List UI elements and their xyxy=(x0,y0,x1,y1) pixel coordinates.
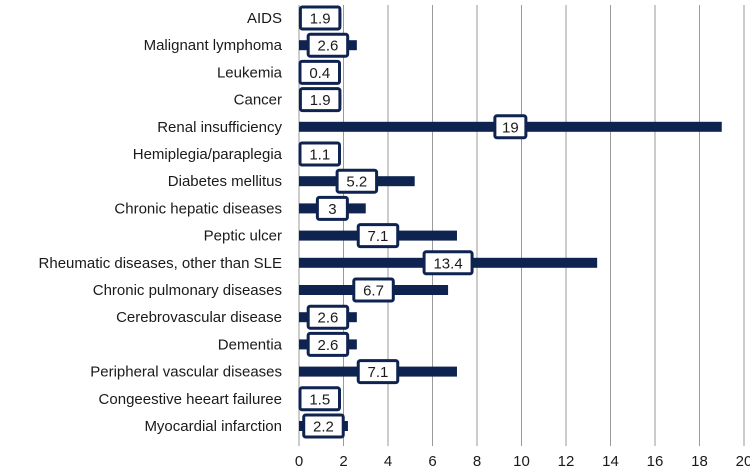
data-label: 3 xyxy=(328,201,336,218)
category-label: Dementia xyxy=(218,336,283,353)
category-label: Hemiplegia/paraplegia xyxy=(133,146,283,163)
x-tick-label: 0 xyxy=(295,453,303,469)
x-tick-label: 2 xyxy=(339,453,347,469)
data-label-box xyxy=(298,5,342,31)
data-label: 19 xyxy=(502,119,519,136)
data-label-box xyxy=(298,386,341,412)
data-label: 2.6 xyxy=(317,310,338,327)
x-tick-label: 12 xyxy=(558,453,575,469)
data-label-box xyxy=(302,413,345,439)
data-label: 7.1 xyxy=(368,364,389,381)
category-label: Chronic pulmonary diseases xyxy=(93,282,282,299)
category-label: Diabetes mellitus xyxy=(168,173,282,190)
data-label-box xyxy=(298,87,342,113)
category-label: AIDS xyxy=(247,10,282,27)
data-label-box xyxy=(306,304,350,330)
data-label-box xyxy=(298,141,341,167)
category-label: Myocardial infarction xyxy=(144,418,282,435)
data-label-box xyxy=(315,195,349,221)
data-label-box xyxy=(306,32,350,58)
x-tick-label: 10 xyxy=(513,453,530,469)
category-label: Cancer xyxy=(234,92,282,109)
data-label: 2.6 xyxy=(317,337,338,354)
data-label: 1.9 xyxy=(310,92,331,109)
category-label: Malignant lymphoma xyxy=(144,37,283,54)
gridlines xyxy=(298,5,745,446)
data-label: 2.2 xyxy=(313,419,334,436)
category-label: Peptic ulcer xyxy=(204,228,282,245)
data-label: 6.7 xyxy=(363,283,384,300)
data-label-box xyxy=(493,114,528,140)
data-label: 1.1 xyxy=(309,147,330,164)
data-label-box xyxy=(356,359,400,385)
data-label: 5.2 xyxy=(346,174,367,191)
category-label: Renal insufficiency xyxy=(157,119,282,136)
x-tick-label: 14 xyxy=(602,453,619,469)
data-label: 0.4 xyxy=(309,65,330,82)
category-label: Peripheral vascular diseases xyxy=(90,364,282,381)
category-label: Rheumatic diseases, other than SLE xyxy=(39,255,282,272)
x-tick-label: 16 xyxy=(647,453,664,469)
category-label: Cerebrovascular disease xyxy=(116,309,282,326)
data-label-box xyxy=(356,223,400,249)
category-label: Leukemia xyxy=(217,64,283,81)
category-label: Chronic hepatic diseases xyxy=(114,200,282,217)
x-tick-label: 20 xyxy=(736,453,750,469)
category-labels: AIDS Malignant lymphoma Leukemia Cancer Rena… xyxy=(39,10,283,435)
data-label-box xyxy=(298,59,341,85)
x-tick-label: 8 xyxy=(473,453,481,469)
data-label: 1.5 xyxy=(309,391,330,408)
data-label-box xyxy=(306,331,350,357)
data-label-box xyxy=(422,250,474,276)
data-label: 7.1 xyxy=(368,228,389,245)
data-label: 1.9 xyxy=(310,11,331,28)
data-label-box xyxy=(335,168,379,194)
data-label-box xyxy=(352,277,395,303)
data-label: 2.6 xyxy=(317,38,338,55)
x-tick-label: 18 xyxy=(691,453,708,469)
category-label: Congeestive heeart failuree xyxy=(99,391,282,408)
data-label: 13.4 xyxy=(433,255,462,272)
x-tick-label: 6 xyxy=(428,453,436,469)
x-axis-ticks: 0 2 4 6 8 10 12 14 16 18 20 xyxy=(295,453,750,469)
x-tick-label: 4 xyxy=(384,453,392,469)
data-labels: 1.9 2.6 0.4 1.9 19 1.1 5.2 3 7.1 13.4 6.7 2.6 2.6 7.1… xyxy=(298,5,528,439)
